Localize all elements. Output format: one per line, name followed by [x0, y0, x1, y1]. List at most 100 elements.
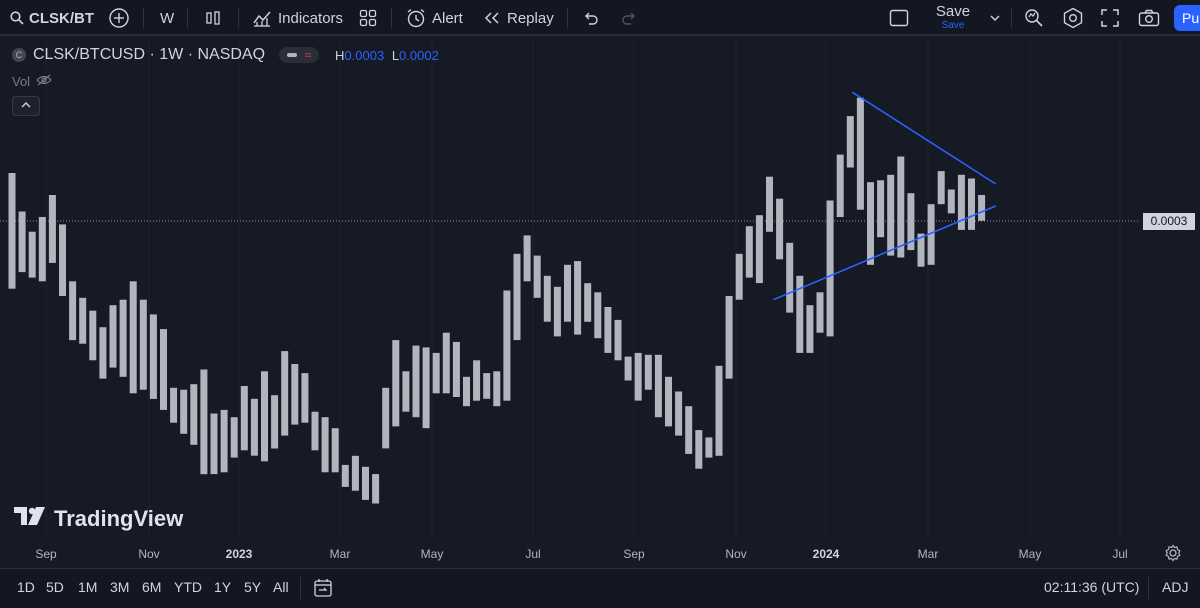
legend-toggle-pill[interactable]: ≈ [279, 47, 320, 63]
price-bar [826, 200, 834, 337]
fullscreen-layout-button[interactable] [889, 0, 909, 36]
price-bar [968, 178, 975, 230]
save-button[interactable]: Save Save [925, 3, 981, 33]
price-bar [493, 371, 501, 407]
price-bar [321, 417, 329, 473]
price-bar [776, 198, 784, 260]
clock-timezone-button[interactable]: 02:11:36 (UTC) [1044, 579, 1140, 595]
legend-title[interactable]: CLSK/BTCUSD · 1W · NASDAQ [33, 46, 266, 63]
compare-button[interactable] [108, 0, 130, 36]
price-bar [250, 398, 258, 456]
indicators-button[interactable]: Indicators [252, 0, 343, 36]
price-bar [28, 231, 36, 278]
eye-hidden-icon[interactable] [36, 74, 52, 89]
settings-button[interactable] [1062, 0, 1084, 36]
gear-icon[interactable] [1164, 544, 1182, 567]
interval-button[interactable]: W [160, 9, 175, 27]
volume-legend[interactable]: Vol [12, 74, 52, 89]
save-menu-button[interactable] [990, 0, 1000, 36]
price-bar [543, 275, 551, 322]
fullscreen-icon [1101, 9, 1119, 27]
range-button[interactable]: YTD [174, 579, 202, 595]
range-button[interactable]: 1D [17, 579, 35, 595]
undo-button[interactable] [582, 0, 600, 36]
price-bar [38, 217, 46, 282]
price-bar [796, 275, 804, 353]
symbol-search-button[interactable]: CLSK/BT [10, 0, 94, 36]
toolbar-divider [300, 577, 301, 599]
indicators-icon [252, 8, 272, 28]
chart-legend: C CLSK/BTCUSD · 1W · NASDAQ ≈ H0.0003 L0… [12, 46, 439, 64]
adjust-toggle[interactable]: ADJ [1162, 579, 1189, 595]
trendline-upper [851, 91, 997, 185]
range-button[interactable]: 5Y [244, 579, 262, 595]
price-bar [644, 354, 652, 390]
range-button[interactable]: 6M [142, 579, 162, 595]
price-bar [634, 352, 642, 401]
price-bar [624, 356, 632, 381]
price-bar [897, 156, 905, 258]
go-to-date-button[interactable] [313, 578, 333, 603]
alarm-clock-icon [405, 7, 427, 29]
price-bar [715, 365, 723, 456]
price-bar [553, 286, 561, 337]
chart-pane[interactable]: C CLSK/BTCUSD · 1W · NASDAQ ≈ H0.0003 L0… [0, 38, 1200, 568]
toolbar-divider [1148, 577, 1149, 599]
square-icon [889, 9, 909, 27]
snapshot-button[interactable] [1138, 0, 1160, 36]
price-bar [8, 173, 16, 289]
ohlc-bars [8, 97, 986, 504]
bottom-toolbar: 1D 5D 1M 3M 6M YTD 1Y 5Y All 02:11:36 (UTC) ADJ [0, 568, 1200, 608]
price-bar [79, 297, 87, 344]
price-bar [685, 406, 693, 454]
time-axis-label: Sep [623, 547, 645, 561]
range-button[interactable]: All [273, 579, 289, 595]
top-toolbar: CLSK/BT W Indicators Alert Replay [0, 0, 1200, 36]
price-bar [210, 413, 218, 475]
publish-button[interactable]: Pu [1174, 5, 1200, 31]
save-sublabel: Save [941, 20, 965, 31]
price-bar [867, 182, 874, 265]
price-bar [271, 395, 279, 449]
price-bar [725, 296, 733, 379]
price-bar [846, 116, 854, 168]
time-axis-label: 2024 [812, 547, 840, 561]
low-key: L [391, 47, 400, 63]
price-bar [766, 176, 773, 232]
price-chart[interactable] [0, 38, 1200, 538]
redo-button[interactable] [620, 0, 638, 36]
save-label: Save [935, 3, 971, 20]
price-bar [230, 417, 238, 458]
replay-button[interactable]: Replay [483, 0, 554, 36]
price-bar [59, 224, 66, 296]
grid [45, 38, 1121, 538]
price-bar [594, 292, 602, 339]
price-bar [452, 341, 460, 397]
price-bar [533, 255, 541, 298]
trendlines[interactable] [773, 91, 997, 301]
range-button[interactable]: 3M [110, 579, 130, 595]
price-bar [99, 327, 107, 379]
price-bar [937, 171, 945, 205]
price-bar [483, 373, 491, 399]
toolbar-divider [143, 8, 144, 28]
quick-search-button[interactable] [1024, 0, 1044, 36]
price-bar [372, 474, 380, 504]
undo-icon [582, 10, 600, 26]
indicators-label: Indicators [278, 9, 344, 27]
collapse-legend-button[interactable] [12, 96, 40, 116]
price-bar [331, 428, 339, 473]
price-bar [402, 371, 410, 412]
price-bar [745, 226, 753, 278]
price-bar [48, 195, 56, 263]
price-bar [806, 305, 814, 353]
chart-type-button[interactable] [204, 0, 222, 36]
alert-button[interactable]: Alert [405, 0, 463, 36]
range-button[interactable]: 5D [46, 579, 64, 595]
range-button[interactable]: 1M [78, 579, 98, 595]
layout-templates-button[interactable] [359, 0, 377, 36]
price-bar [129, 281, 137, 394]
wave-icon: ≈ [304, 48, 312, 62]
range-button[interactable]: 1Y [214, 579, 232, 595]
fullscreen-button[interactable] [1101, 0, 1119, 36]
